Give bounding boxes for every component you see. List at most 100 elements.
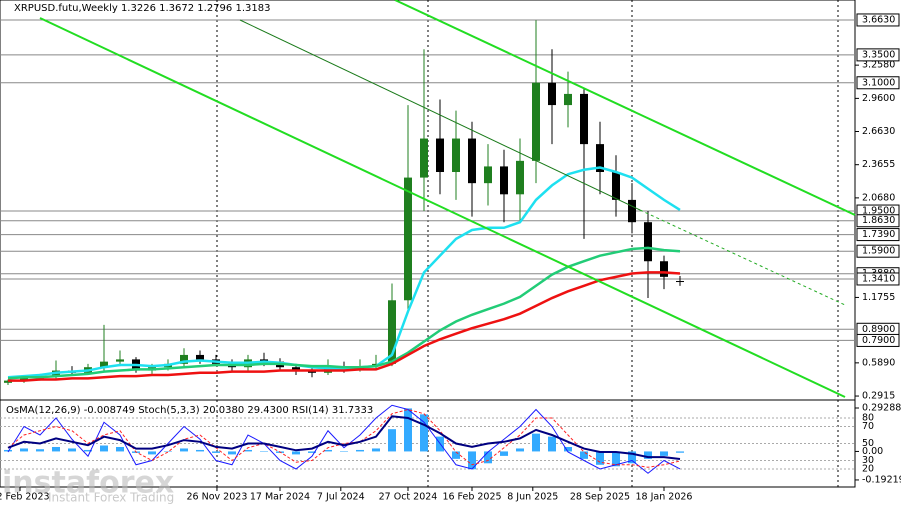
x-tick-label: 26 Nov 2023 xyxy=(187,492,248,503)
osma-bar xyxy=(660,451,668,456)
y-tick-label: 0.292888 xyxy=(862,402,901,413)
level-label: 3.6630 xyxy=(862,14,895,25)
candle-body xyxy=(548,82,556,106)
level-label-box xyxy=(856,244,900,258)
trend-line-extension xyxy=(639,209,846,306)
candle-body xyxy=(580,93,588,145)
chart-title: XRPUSD.futu,Weekly 1.3226 1.3672 1.2796 … xyxy=(14,3,270,14)
level-label: 3.1000 xyxy=(862,77,895,88)
y2-tick-label: 30 xyxy=(862,455,874,466)
osma-bar xyxy=(4,449,12,452)
y-tick-label: 0.00 xyxy=(862,446,883,457)
osma-bar xyxy=(564,446,572,452)
y-tick-label: 2.0680 xyxy=(862,192,895,203)
candle-body xyxy=(180,354,188,364)
y-tick-label: -0.192194 xyxy=(862,474,901,485)
x-tick-label: 8 Jun 2025 xyxy=(507,492,558,503)
candle-body xyxy=(500,166,508,195)
x-tick-label: 27 Oct 2024 xyxy=(379,492,438,503)
y-tick-label: 2.3655 xyxy=(862,159,895,170)
y2-tick-label: 70 xyxy=(862,421,874,432)
indicator-title: OsMA(12,26,9) -0.008749 Stoch(5,3,3) 20.… xyxy=(6,405,373,416)
y2-tick-label: 50 xyxy=(862,438,874,449)
x-tick-label: 18 Jan 2026 xyxy=(636,492,693,503)
trend-line-thin xyxy=(239,19,641,211)
candle-body xyxy=(484,166,492,184)
osma-bar xyxy=(116,446,124,452)
level-label: 0.7900 xyxy=(862,335,895,346)
osma-bar xyxy=(596,451,604,465)
candle-body xyxy=(116,359,124,362)
candle-body xyxy=(420,138,428,178)
level-label-box xyxy=(856,214,900,228)
level-label-box xyxy=(856,228,900,242)
osma-bar xyxy=(372,448,380,452)
watermark-brand: instaforex xyxy=(2,466,174,501)
y2-tick-label: 80 xyxy=(862,413,874,424)
osma-bar xyxy=(52,446,60,452)
y2-tick-label: 20 xyxy=(862,464,874,475)
level-label-box xyxy=(856,13,900,27)
osma-bar xyxy=(212,451,220,453)
osma-bar xyxy=(388,429,396,452)
level-label: 1.9500 xyxy=(862,206,895,217)
oscillator-line xyxy=(7,415,681,461)
osma-bar xyxy=(676,451,684,453)
level-label-box xyxy=(856,48,900,62)
osma-bar xyxy=(548,436,556,452)
level-label: 0.8900 xyxy=(862,324,895,335)
candle-body xyxy=(292,367,300,371)
oscillator-line xyxy=(7,408,681,468)
osma-bar xyxy=(452,451,460,459)
y-tick-label: 0.2915 xyxy=(862,391,895,402)
osma-bar xyxy=(100,445,108,452)
watermark-tagline: Instant Forex Trading xyxy=(48,491,174,505)
oscillator-line xyxy=(7,404,681,474)
osma-bar xyxy=(484,451,492,464)
level-label: 1.7390 xyxy=(862,229,895,240)
candle-body xyxy=(452,138,460,173)
candle-body xyxy=(660,261,668,277)
osma-bar xyxy=(68,448,76,452)
trend-lines xyxy=(39,0,856,398)
osma-bar xyxy=(84,449,92,452)
candle-body xyxy=(596,144,604,173)
y-tick-label: 0.5890 xyxy=(862,357,895,368)
osma-bar xyxy=(36,449,44,452)
level-label-box xyxy=(856,272,900,286)
level-label-box xyxy=(856,333,900,347)
candle-body xyxy=(628,199,636,223)
osma-bar xyxy=(292,451,300,455)
candle-body xyxy=(196,354,204,360)
osma-bar xyxy=(260,451,268,452)
y-tick-label: 2.6630 xyxy=(862,126,895,137)
x-tick-label: 16 Feb 2025 xyxy=(442,492,501,503)
y-tick-label: 2.9600 xyxy=(862,93,895,104)
osma-bar xyxy=(404,408,412,452)
osma-bar xyxy=(468,451,476,470)
osma-bar xyxy=(244,449,252,452)
osma-bar xyxy=(180,448,188,452)
level-label: 1.5900 xyxy=(862,246,895,257)
osma-bar xyxy=(532,433,540,452)
osma-bar xyxy=(356,449,364,452)
level-label-box xyxy=(856,76,900,90)
osma-bar xyxy=(628,451,636,464)
price-plot xyxy=(0,19,855,474)
moving-average xyxy=(8,271,681,382)
candle-body xyxy=(644,222,652,262)
x-tick-label: 17 Mar 2024 xyxy=(250,492,310,503)
osma-bar xyxy=(612,451,620,467)
osma-bar xyxy=(20,448,28,452)
osma-bar xyxy=(196,449,204,452)
level-label: 1.8630 xyxy=(862,215,895,226)
candle-body xyxy=(404,177,412,301)
candle-body xyxy=(564,93,572,106)
osma-bar xyxy=(340,451,348,452)
period-separators xyxy=(216,0,839,487)
osma-bar xyxy=(516,448,524,452)
x-tick-label: 22 Feb 2023 xyxy=(0,492,50,503)
candle-body xyxy=(612,172,620,200)
candle-body xyxy=(468,138,476,184)
